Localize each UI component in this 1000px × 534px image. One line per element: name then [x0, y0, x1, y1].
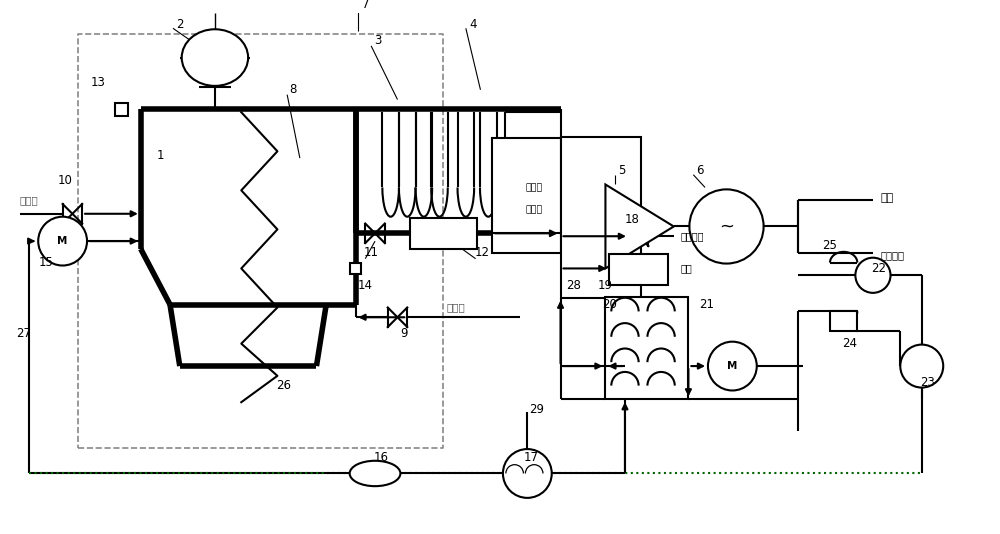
Bar — [410, 218, 477, 249]
Text: 8: 8 — [289, 83, 297, 96]
Text: M: M — [57, 236, 68, 246]
Text: 1: 1 — [157, 148, 164, 162]
Bar — [561, 137, 641, 298]
Text: 18: 18 — [624, 213, 639, 226]
Text: 24: 24 — [842, 337, 857, 350]
Text: 19: 19 — [598, 279, 613, 292]
Text: 2: 2 — [176, 18, 184, 31]
Text: 5: 5 — [618, 164, 626, 177]
Bar — [492, 138, 575, 253]
Circle shape — [503, 449, 552, 498]
Circle shape — [689, 190, 764, 264]
Circle shape — [708, 342, 757, 390]
Circle shape — [900, 344, 943, 388]
Text: ~: ~ — [719, 217, 734, 235]
Ellipse shape — [350, 461, 400, 486]
Bar — [605, 297, 688, 399]
Text: 厂用蒸汽: 厂用蒸汽 — [681, 231, 704, 241]
Polygon shape — [605, 184, 674, 269]
Text: M: M — [727, 361, 738, 371]
Text: 17: 17 — [524, 451, 539, 465]
Text: 理装置: 理装置 — [525, 206, 542, 214]
Text: 14: 14 — [358, 279, 373, 292]
Text: 29: 29 — [530, 403, 545, 415]
Text: 二次风: 二次风 — [20, 195, 38, 205]
Text: 7: 7 — [362, 0, 369, 11]
Text: 21: 21 — [699, 298, 714, 311]
Text: 27: 27 — [16, 327, 31, 340]
Text: 26: 26 — [276, 379, 291, 392]
Text: 28: 28 — [566, 279, 581, 292]
Text: 9: 9 — [401, 327, 408, 340]
Ellipse shape — [182, 29, 248, 86]
Text: 4: 4 — [469, 18, 476, 31]
Text: 25: 25 — [823, 239, 837, 253]
Text: 一次风: 一次风 — [446, 302, 465, 312]
Text: 3: 3 — [374, 35, 382, 48]
Bar — [115, 103, 128, 116]
Text: 12: 12 — [475, 246, 490, 260]
Text: 20: 20 — [602, 298, 617, 311]
Text: 23: 23 — [920, 376, 935, 389]
Bar — [830, 311, 857, 331]
Text: 16: 16 — [373, 451, 388, 465]
Text: 13: 13 — [90, 76, 105, 90]
Text: 烟气处: 烟气处 — [525, 183, 542, 192]
Circle shape — [38, 217, 87, 265]
Bar — [609, 254, 668, 285]
Text: 22: 22 — [871, 262, 886, 275]
Text: 10: 10 — [58, 174, 73, 187]
Text: 15: 15 — [39, 256, 53, 269]
Text: 6: 6 — [696, 164, 704, 177]
Text: 电网: 电网 — [881, 193, 894, 203]
Text: 冷水: 冷水 — [681, 263, 692, 273]
Text: 11: 11 — [364, 246, 379, 260]
Circle shape — [855, 258, 891, 293]
Text: 厂内用电: 厂内用电 — [881, 250, 905, 260]
Bar — [350, 263, 361, 274]
